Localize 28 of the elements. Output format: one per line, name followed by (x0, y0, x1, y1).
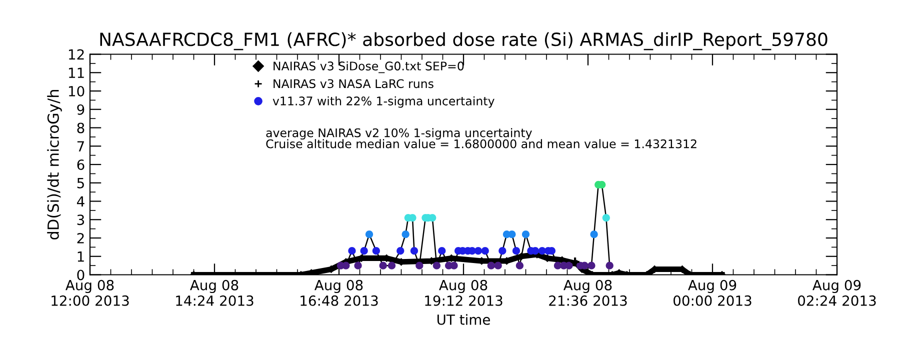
x-axis-title: UT time (437, 314, 490, 325)
y-tick-label: 9 (77, 104, 84, 115)
x-tick-label: Aug 09 00:00 2013 (674, 280, 752, 306)
x-tick-label: Aug 08 14:24 2013 (176, 280, 254, 306)
y-tick-label: 12 (68, 49, 84, 60)
x-tick-label: Aug 09 02:24 2013 (798, 280, 876, 306)
y-axis-title: dD(Si)/dt microGy/h (47, 90, 62, 240)
x-tick-label: Aug 08 12:00 2013 (52, 280, 129, 306)
annotation: average NAIRAS v2 10% 1-sigma uncertainty (266, 128, 532, 140)
x-tick-label: Aug 08 21:36 2013 (549, 280, 627, 306)
y-tick-label: 0 (77, 270, 84, 280)
annotation: Cruise altitude median value = 1.6800000 and mean value = 1.4321312 (266, 139, 696, 148)
legend-label: NAIRAS v3 SiDose_G0.txt SEP=0 (274, 61, 464, 74)
legend-label: NAIRAS v3 NASA LaRC runs (274, 79, 434, 88)
legend-label: v11.37 with 22% 1-sigma uncertainty (272, 96, 494, 108)
y-tick-label: 11 (68, 68, 84, 78)
x-tick-label: Aug 08 19:12 2013 (425, 280, 502, 306)
y-tick-label: 5 (77, 178, 84, 188)
x-tick-label: Aug 08 16:48 2013 (300, 280, 378, 306)
y-tick-label: 2 (77, 232, 84, 244)
y-tick-label: 4 (76, 196, 84, 207)
y-tick-label: 8 (77, 122, 84, 134)
y-tick-label: 1 (78, 252, 84, 262)
chart-title: NASAAFRCDC8_FM1 (AFRC)* absorbed dose rate (Si) ARMAS_dirIP_Report_59780 (100, 32, 828, 50)
y-tick-label: 6 (77, 159, 84, 170)
y-tick-label: 3 (77, 214, 84, 226)
y-tick-label: 7 (77, 141, 84, 152)
y-tick-label: 10 (68, 86, 84, 96)
